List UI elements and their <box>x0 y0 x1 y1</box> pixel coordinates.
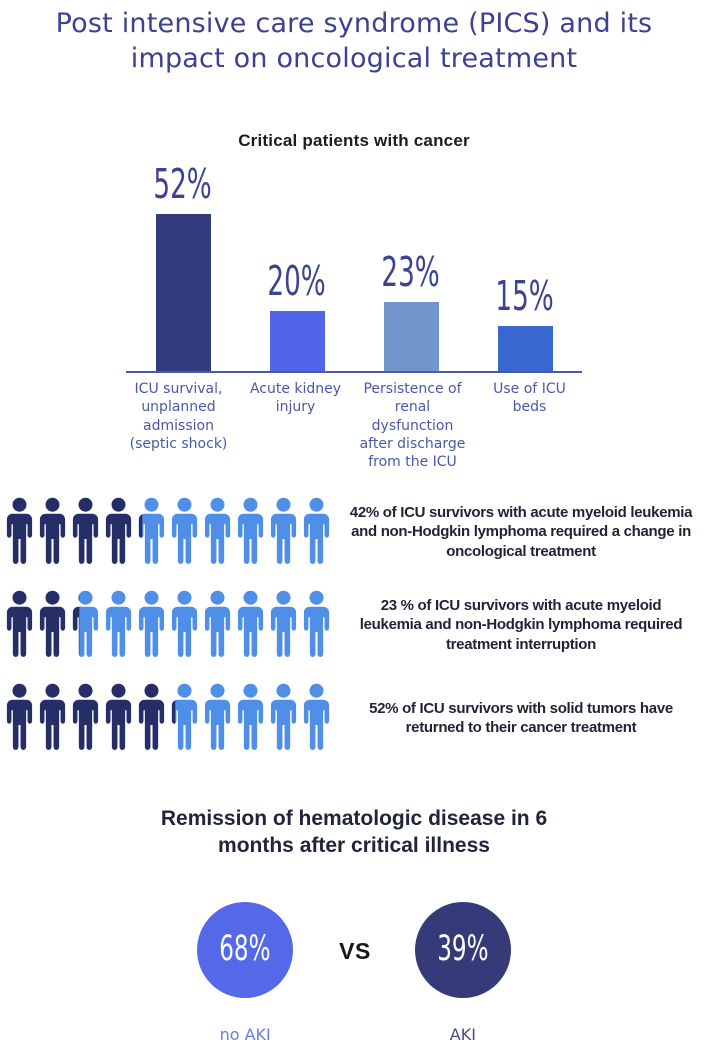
person-icon <box>138 683 165 750</box>
person-icon <box>171 590 198 657</box>
pictogram-row: 42% of ICU survivors with acute myeloid … <box>0 497 708 567</box>
pictogram-stat-text: 42% of ICU survivors with acute myeloid … <box>349 503 693 560</box>
person-icon <box>204 497 231 564</box>
pictogram-row: 52% of ICU survivors with solid tumors h… <box>0 683 708 753</box>
pictogram-icons <box>0 590 334 660</box>
vs-row: 68% no AKI VS 39% AKI <box>0 901 708 1044</box>
person-icon <box>270 497 297 564</box>
bar-column: 52% <box>126 160 240 372</box>
bar-category-label: Use of ICU beds <box>493 381 566 416</box>
person-icon <box>105 683 132 750</box>
bar-category-label: Persistence of renal dysfunction after d… <box>359 381 466 470</box>
person-icon <box>270 683 297 750</box>
bar-value-label: 20% <box>267 257 327 306</box>
person-icon <box>72 497 99 564</box>
person-icon <box>39 683 66 750</box>
person-icon <box>171 683 198 750</box>
bar <box>497 326 553 372</box>
no-aki-group: 68% no AKI <box>197 901 294 1044</box>
bar-chart-bars: 52% 20% 23% 15% <box>126 160 582 374</box>
aki-circle: 39% <box>414 901 511 998</box>
person-icon <box>303 497 330 564</box>
pictogram-row: 23 % of ICU survivors with acute myeloid… <box>0 590 708 660</box>
person-icon <box>204 590 231 657</box>
aki-label: AKI <box>449 1024 476 1044</box>
person-icon <box>6 497 33 564</box>
person-icon <box>237 590 264 657</box>
bar-value-label: 15% <box>495 272 555 321</box>
pictogram-stat-text: 52% of ICU survivors with solid tumors h… <box>369 699 673 737</box>
bar-category-label: ICU survival, unplanned admission (septi… <box>129 381 228 452</box>
bar <box>383 302 439 372</box>
bar-category-label: Acute kidney injury <box>249 381 342 416</box>
remission-section: Remission of hematologic disease in 6 mo… <box>0 805 708 1044</box>
bar-chart-labels: ICU survival, unplanned admission (septi… <box>119 380 589 471</box>
bar-value-label: 23% <box>381 248 441 297</box>
bar-column: 20% <box>240 161 354 372</box>
bar-chart-section: Critical patients with cancer 52% 20% 23% 1… <box>0 131 708 471</box>
person-icon <box>171 497 198 564</box>
pictogram-stat-text: 23 % of ICU survivors with acute myeloid… <box>359 596 683 653</box>
bar-column: 15% <box>468 161 582 372</box>
person-icon <box>303 683 330 750</box>
person-icon <box>138 497 165 564</box>
aki-group: 39% AKI <box>414 901 511 1044</box>
remission-title: Remission of hematologic disease in 6 mo… <box>160 807 548 858</box>
person-icon <box>237 497 264 564</box>
pictogram-icons <box>0 683 334 753</box>
bar <box>155 214 211 372</box>
no-aki-value: 68% <box>219 929 271 970</box>
pictogram-section: 42% of ICU survivors with acute myeloid … <box>0 497 708 753</box>
person-icon <box>6 590 33 657</box>
no-aki-circle: 68% <box>197 901 294 998</box>
vs-label: VS <box>339 937 371 964</box>
person-icon <box>6 683 33 750</box>
chart-title: Critical patients with cancer <box>238 131 470 151</box>
person-icon <box>204 683 231 750</box>
person-icon <box>72 590 99 657</box>
person-icon <box>72 683 99 750</box>
person-icon <box>105 590 132 657</box>
no-aki-label: no AKI <box>219 1024 271 1044</box>
person-icon <box>105 497 132 564</box>
bar-value-label: 52% <box>153 160 213 209</box>
person-icon <box>39 497 66 564</box>
person-icon <box>303 590 330 657</box>
person-icon <box>138 590 165 657</box>
aki-value: 39% <box>437 929 489 970</box>
person-icon <box>39 590 66 657</box>
person-icon <box>270 590 297 657</box>
bar <box>269 311 325 372</box>
page-title: Post intensive care syndrome (PICS) and … <box>55 8 653 75</box>
bar-column: 23% <box>354 161 468 372</box>
pictogram-icons <box>0 497 334 567</box>
person-icon <box>237 683 264 750</box>
